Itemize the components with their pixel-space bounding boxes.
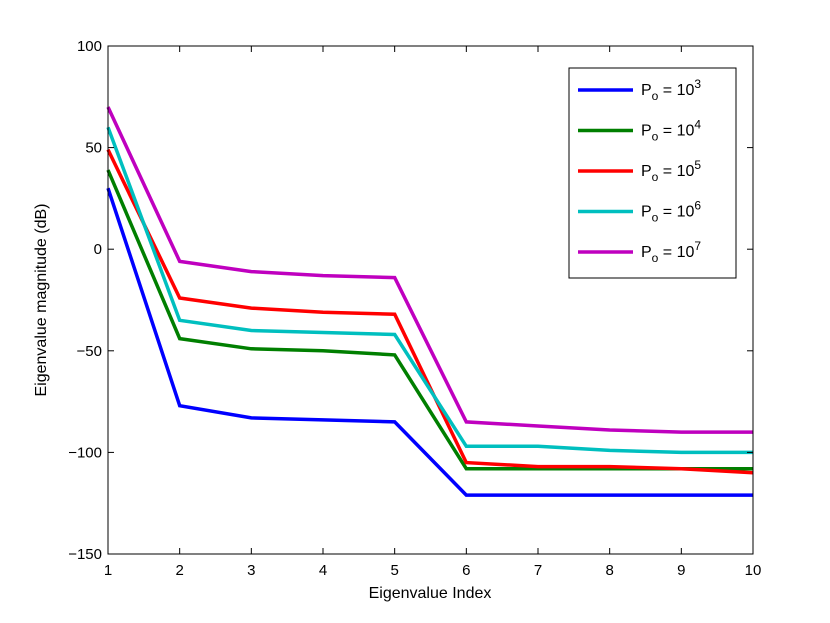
x-tick-label: 3 [247,562,255,579]
x-tick-label: 2 [175,562,183,579]
x-tick-label: 6 [462,562,470,579]
x-tick-label: 8 [605,562,613,579]
series-line-4 [106,126,753,455]
series-line-1 [106,187,753,497]
legend-label-3: Po = 105 [641,158,701,184]
legend-label-2: Po = 104 [641,118,701,144]
x-tick-label: 7 [534,562,542,579]
y-tick-label: 100 [77,38,102,55]
series-layer [106,106,754,497]
legend: Po = 103 Po = 104 Po = 105 Po = 106 Po = 107 [568,67,737,279]
x-tick-label: 1 [104,562,112,579]
ticks-layer [107,45,754,555]
legend-label-4: Po = 106 [641,199,701,225]
y-axis-label: Eigenvalue magnitude (dB) [33,203,50,396]
plot-frame [107,45,754,555]
x-tick-label: 5 [390,562,398,579]
x-tick-label: 4 [319,562,327,579]
y-tick-label: 50 [85,140,102,157]
legend-label-5: Po = 107 [641,239,701,265]
series-line-5 [106,106,753,434]
y-tick-label: −100 [68,444,102,461]
legend-box [568,67,737,279]
y-tick-label: 0 [94,241,102,258]
x-tick-label: 9 [677,562,685,579]
legend-items: Po = 103 Po = 104 Po = 105 Po = 106 Po = 107 [578,77,701,265]
legend-label-1: Po = 103 [641,77,701,103]
y-tick-label: −150 [68,546,102,563]
x-axis-label: Eigenvalue Index [369,585,492,602]
x-tick-label: 10 [745,562,762,579]
y-tick-label: −50 [77,343,102,360]
tick-labels-layer: 1 2 3 4 5 6 7 8 9 10 −150 −100 −50 0 50 100 [68,38,761,579]
